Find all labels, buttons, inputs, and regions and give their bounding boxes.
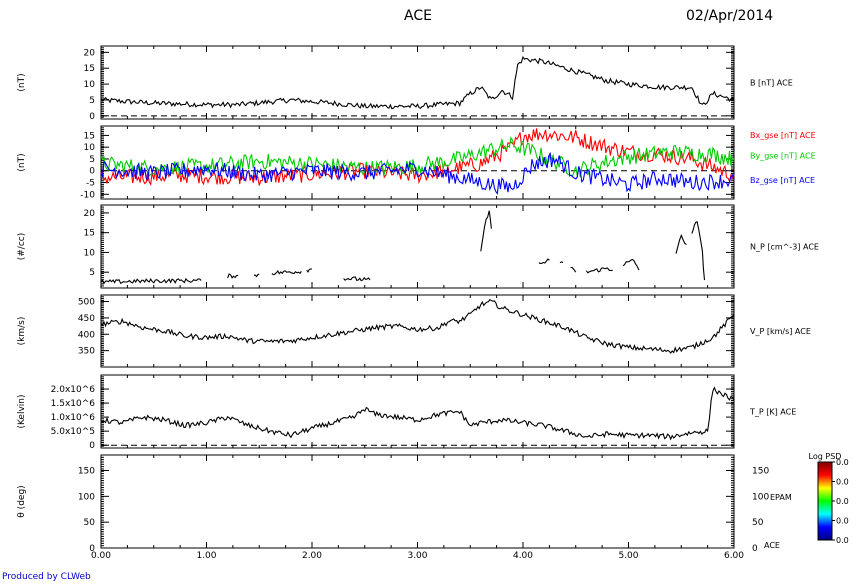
series-line-1 bbox=[306, 268, 312, 273]
series-label: B [nT] ACE bbox=[750, 79, 793, 88]
y-tick-label: 15 bbox=[84, 64, 95, 74]
y-tick-label: 20 bbox=[84, 209, 96, 219]
series-line-1 bbox=[100, 386, 735, 441]
y-tick-label-right: 150 bbox=[752, 467, 769, 477]
y-tick-label: 0 bbox=[89, 544, 95, 554]
colorbar-tick-label: 0.0 bbox=[836, 458, 849, 467]
colorbar-tick-label: 0.0 bbox=[836, 497, 849, 506]
y-tick-label: 10 bbox=[84, 143, 96, 153]
y-tick-label: -10 bbox=[80, 190, 95, 200]
x-tick-label: 1.00 bbox=[196, 551, 216, 561]
chart-date: 02/Apr/2014 bbox=[686, 8, 774, 24]
y-axis-label: (Kelvin) bbox=[17, 394, 27, 428]
y-tick-label: 100 bbox=[78, 492, 95, 502]
y-axis-label: (nT) bbox=[17, 73, 27, 91]
series-line-1 bbox=[585, 267, 613, 274]
y-tick-label: 5 bbox=[89, 155, 95, 165]
y-tick-label: 1.0x10^6 bbox=[51, 413, 96, 423]
x-tick-label: 3.00 bbox=[407, 551, 427, 561]
x-tick-label: 6.00 bbox=[724, 551, 744, 561]
series-line-1 bbox=[227, 273, 239, 279]
series-line-1 bbox=[691, 221, 706, 281]
y-tick-label: 0 bbox=[89, 112, 95, 122]
series-line-1 bbox=[675, 233, 687, 254]
series-label-1: Bx_gse [nT] ACE bbox=[750, 131, 816, 140]
series-line-3 bbox=[100, 151, 735, 195]
y-tick-label: 15 bbox=[84, 131, 95, 141]
y-tick-label: 20 bbox=[84, 48, 96, 58]
chart-title: ACE bbox=[404, 8, 432, 24]
series-line-1 bbox=[271, 270, 302, 276]
y-tick-label-right: 0 bbox=[752, 544, 758, 554]
colorbar-tick-label: 0.0 bbox=[836, 536, 849, 545]
y-axis-label: (nT) bbox=[17, 153, 27, 171]
series-label-2: By_gse [nT] ACE bbox=[750, 152, 816, 161]
y-tick-label: 5 bbox=[89, 268, 95, 278]
y-tick-label: 50 bbox=[84, 518, 96, 528]
y-axis-label: θ (deg) bbox=[17, 485, 27, 517]
series-line-1 bbox=[100, 277, 202, 285]
y-axis-label: (km/s) bbox=[17, 317, 27, 346]
panel-frame bbox=[100, 204, 735, 289]
y-tick-label: -5 bbox=[86, 179, 95, 189]
y-tick-label: 0 bbox=[89, 441, 95, 451]
series-line-1 bbox=[538, 258, 550, 264]
y-tick-label: 500 bbox=[78, 298, 95, 308]
colorbar-tick-label: 0.0 bbox=[836, 517, 849, 526]
series-line-1 bbox=[343, 276, 371, 282]
y-tick-label: 10 bbox=[84, 80, 96, 90]
y-tick-label: 150 bbox=[78, 467, 95, 477]
x-tick-label: 4.00 bbox=[513, 551, 533, 561]
series-line-1 bbox=[622, 258, 640, 271]
y-tick-label: 1.5x10^6 bbox=[51, 399, 96, 409]
series-line-1 bbox=[480, 210, 492, 252]
instrument-label: EPAM bbox=[770, 493, 792, 502]
series-line-1 bbox=[100, 298, 735, 354]
panel-frame bbox=[100, 45, 735, 120]
series-line-1 bbox=[100, 55, 735, 110]
y-tick-label: 350 bbox=[78, 347, 95, 357]
series-label: T_P [K] ACE bbox=[749, 408, 796, 417]
y-tick-label: 400 bbox=[78, 330, 95, 340]
panel-frame bbox=[100, 125, 735, 200]
colorbar bbox=[817, 461, 833, 541]
series-line-1 bbox=[254, 273, 260, 278]
instrument-sub-label: ACE bbox=[764, 541, 780, 550]
series-label-3: Bz_gse [nT] ACE bbox=[750, 176, 815, 185]
y-tick-label: 15 bbox=[84, 229, 95, 239]
y-tick-label-right: 50 bbox=[752, 518, 764, 528]
series-label: V_P [km/s] ACE bbox=[750, 327, 811, 336]
y-tick-label: 450 bbox=[78, 314, 95, 324]
y-tick-label: 5.0x10^5 bbox=[51, 427, 95, 437]
colorbar-title: Log PSD bbox=[809, 452, 842, 461]
series-line-2 bbox=[100, 136, 734, 178]
x-tick-label: 0.00 bbox=[91, 551, 111, 561]
series-line-1 bbox=[570, 266, 577, 273]
y-axis-label: (#/cc) bbox=[17, 233, 27, 261]
y-tick-label: 0 bbox=[89, 167, 95, 177]
y-tick-label: 10 bbox=[84, 248, 96, 258]
x-tick-label: 5.00 bbox=[618, 551, 638, 561]
series-label: N_P [cm^-3] ACE bbox=[750, 243, 819, 252]
y-tick-label-right: 100 bbox=[752, 492, 769, 502]
credit-text: Produced by CLWeb bbox=[2, 572, 91, 582]
y-tick-label: 2.0x10^6 bbox=[51, 385, 96, 395]
colorbar-tick-label: 0.0 bbox=[836, 478, 849, 487]
x-tick-label: 2.00 bbox=[302, 551, 322, 561]
panel-frame bbox=[100, 454, 735, 549]
y-tick-label: 5 bbox=[89, 96, 95, 106]
series-line-1 bbox=[559, 261, 564, 264]
